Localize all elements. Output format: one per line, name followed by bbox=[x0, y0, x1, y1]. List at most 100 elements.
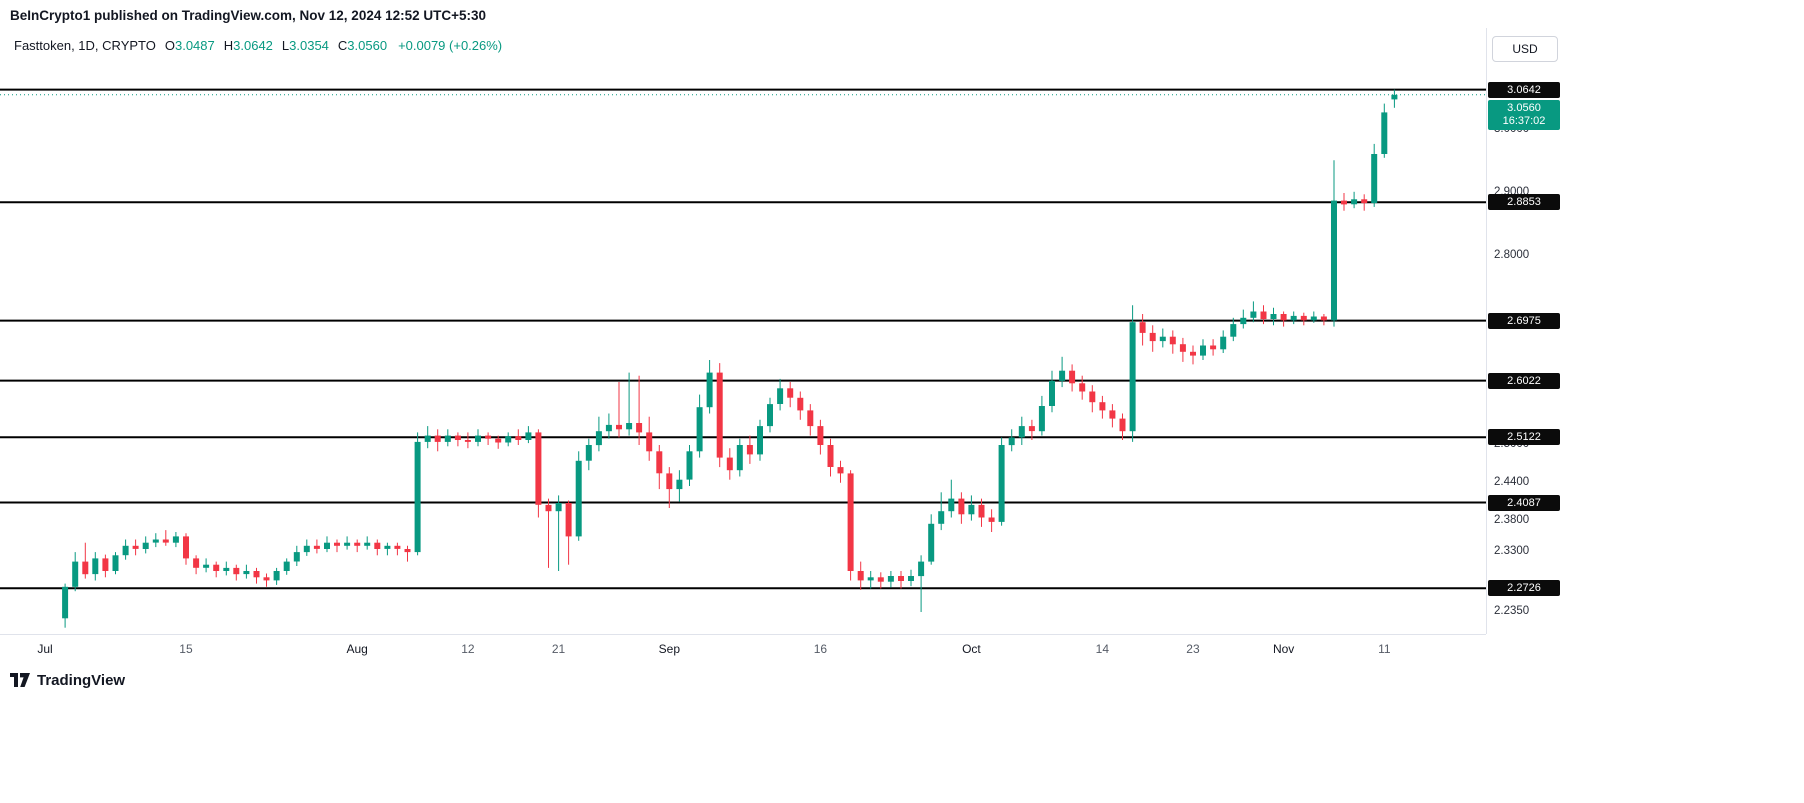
candle[interactable] bbox=[817, 426, 824, 445]
candle[interactable] bbox=[394, 545, 401, 549]
candle[interactable] bbox=[605, 424, 612, 432]
candle[interactable] bbox=[918, 561, 925, 577]
candle[interactable] bbox=[92, 558, 99, 575]
candle[interactable] bbox=[676, 479, 683, 490]
candle[interactable] bbox=[1190, 351, 1196, 356]
candle[interactable] bbox=[787, 388, 794, 398]
candle[interactable] bbox=[344, 542, 351, 546]
candle[interactable] bbox=[283, 561, 290, 571]
candle[interactable] bbox=[545, 504, 552, 512]
candle[interactable] bbox=[595, 431, 602, 446]
candle[interactable] bbox=[62, 586, 69, 619]
candle[interactable] bbox=[1270, 314, 1277, 319]
candle[interactable] bbox=[555, 503, 562, 512]
candle[interactable] bbox=[1159, 336, 1166, 342]
candle[interactable] bbox=[716, 372, 723, 458]
candle[interactable] bbox=[313, 545, 320, 549]
candle[interactable] bbox=[1341, 200, 1347, 205]
candle[interactable] bbox=[646, 432, 653, 452]
candle[interactable] bbox=[324, 542, 330, 549]
candle[interactable] bbox=[1049, 380, 1055, 406]
candle[interactable] bbox=[565, 503, 572, 537]
candle[interactable] bbox=[102, 558, 109, 571]
candle[interactable] bbox=[696, 407, 703, 452]
candle[interactable] bbox=[948, 498, 955, 512]
candle[interactable] bbox=[193, 558, 200, 568]
candle[interactable] bbox=[505, 436, 512, 443]
candle[interactable] bbox=[1018, 426, 1025, 438]
candle[interactable] bbox=[1169, 336, 1176, 345]
candle[interactable] bbox=[616, 424, 622, 430]
candle[interactable] bbox=[1200, 345, 1206, 356]
candle[interactable] bbox=[112, 555, 119, 571]
candle[interactable] bbox=[183, 536, 189, 559]
tradingview-logo[interactable]: TradingView bbox=[10, 672, 125, 689]
candle[interactable] bbox=[1381, 112, 1388, 154]
candle[interactable] bbox=[1310, 316, 1317, 321]
candle[interactable] bbox=[293, 552, 300, 562]
candle[interactable] bbox=[464, 440, 471, 442]
candle[interactable] bbox=[515, 436, 522, 440]
candle[interactable] bbox=[887, 576, 894, 582]
candle[interactable] bbox=[867, 577, 874, 581]
candle[interactable] bbox=[656, 451, 663, 474]
candle[interactable] bbox=[757, 426, 763, 455]
candle[interactable] bbox=[636, 423, 643, 433]
candle[interactable] bbox=[82, 561, 89, 575]
candle[interactable] bbox=[857, 571, 864, 581]
candle[interactable] bbox=[575, 460, 582, 537]
candle[interactable] bbox=[928, 523, 935, 562]
candle[interactable] bbox=[1260, 311, 1267, 320]
candle[interactable] bbox=[797, 397, 804, 411]
candle[interactable] bbox=[847, 473, 854, 571]
candle[interactable] bbox=[364, 542, 371, 546]
candle[interactable] bbox=[767, 404, 773, 427]
candle[interactable] bbox=[263, 577, 270, 581]
chart-pane[interactable]: Fasttoken, 1D, CRYPTO O3.0487 H3.0642 L3… bbox=[0, 28, 1486, 634]
candle[interactable] bbox=[223, 567, 230, 571]
candle[interactable] bbox=[1109, 410, 1116, 419]
candle[interactable] bbox=[334, 542, 340, 546]
candle[interactable] bbox=[525, 432, 532, 440]
candle[interactable] bbox=[1300, 315, 1307, 321]
candle[interactable] bbox=[827, 445, 834, 467]
candle[interactable] bbox=[1290, 315, 1297, 321]
candle[interactable] bbox=[444, 435, 451, 442]
candle[interactable] bbox=[404, 549, 411, 553]
candle[interactable] bbox=[1280, 314, 1287, 321]
candle[interactable] bbox=[1139, 322, 1146, 333]
candle[interactable] bbox=[1099, 402, 1106, 411]
candle[interactable] bbox=[1220, 336, 1227, 350]
candle[interactable] bbox=[1331, 200, 1337, 321]
candle[interactable] bbox=[303, 545, 310, 553]
currency-toggle-button[interactable]: USD bbox=[1492, 36, 1558, 62]
candle[interactable] bbox=[908, 576, 914, 581]
candle[interactable] bbox=[384, 545, 391, 549]
candle[interactable] bbox=[273, 571, 280, 581]
candle[interactable] bbox=[1230, 324, 1237, 337]
candle[interactable] bbox=[1038, 406, 1045, 432]
candle[interactable] bbox=[1240, 317, 1247, 325]
candle[interactable] bbox=[1391, 94, 1398, 100]
candle[interactable] bbox=[807, 410, 814, 427]
candle[interactable] bbox=[706, 372, 713, 408]
candle[interactable] bbox=[475, 435, 481, 442]
candle[interactable] bbox=[72, 561, 79, 587]
candle[interactable] bbox=[626, 423, 633, 430]
candle[interactable] bbox=[203, 564, 210, 568]
candle[interactable] bbox=[142, 542, 149, 549]
candle[interactable] bbox=[152, 539, 159, 543]
candle[interactable] bbox=[1320, 316, 1327, 321]
candle[interactable] bbox=[988, 517, 995, 522]
candle[interactable] bbox=[585, 445, 592, 461]
candle[interactable] bbox=[1210, 345, 1217, 350]
candle[interactable] bbox=[686, 451, 693, 480]
candle[interactable] bbox=[837, 467, 844, 474]
candle[interactable] bbox=[736, 445, 743, 471]
candle[interactable] bbox=[253, 571, 260, 578]
candle[interactable] bbox=[414, 441, 421, 553]
candle[interactable] bbox=[424, 435, 431, 442]
candle[interactable] bbox=[172, 536, 179, 543]
candle[interactable] bbox=[1149, 332, 1156, 342]
candle[interactable] bbox=[1371, 154, 1378, 204]
